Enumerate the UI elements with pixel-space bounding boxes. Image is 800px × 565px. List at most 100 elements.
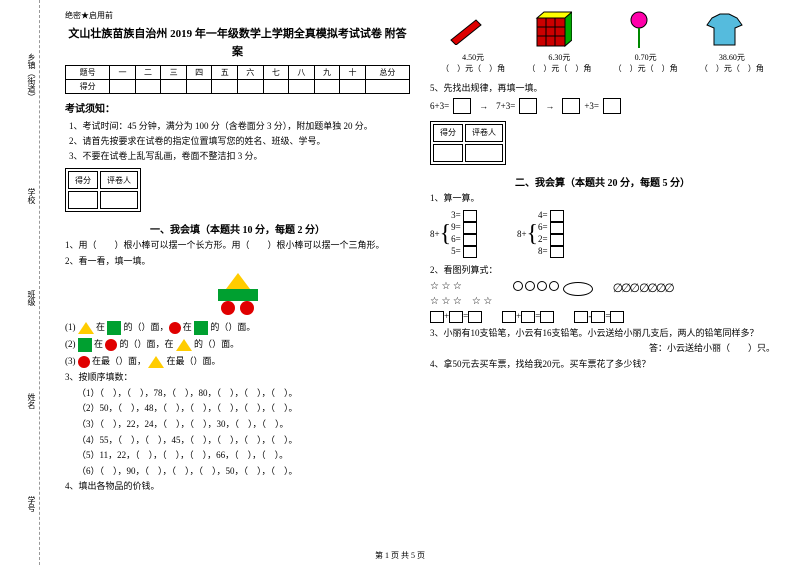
seq: （4）55，（ ），（ ），45，（ ），（ ），（ ），（ ）。 [65,434,410,447]
th: 七 [263,66,289,80]
sb-label: 得分 [68,171,98,189]
circle-group [512,281,592,307]
circle-icon [221,301,235,315]
score-table: 题号 一 二 三 四 五 六 七 八 九 十 总分 得分 [65,65,410,94]
txt: (3) [65,356,76,366]
cell [161,80,187,94]
cell [263,80,289,94]
question-line: (1) 在 的（）面， 在 的（）面。 [65,321,410,335]
question: 2、看图列算式： [430,264,775,277]
secret-label: 绝密★启用前 [65,10,410,21]
question: 5、先找出规律，再填一填。 [430,82,775,95]
seq: （2）50，（ ），48，（ ），（ ），（ ），（ ），（ ）。 [65,402,410,415]
cell [186,80,212,94]
th: 一 [110,66,136,80]
th: 五 [212,66,238,80]
th: 六 [237,66,263,80]
txt: ）面， [119,356,146,366]
page-footer: 第 1 页 共 5 页 [0,550,800,561]
seq: （6）（ ），90，（ ），（ ），（ ），50，（ ），（ ）。 [65,465,410,478]
answer-box [502,311,516,323]
circle-icon [240,301,254,315]
txt: 在 [96,322,105,332]
square-icon [78,338,92,352]
sb-cell [100,191,138,209]
arrow-icon: → [545,101,554,111]
answer-box [463,234,477,246]
txt: 在最（ [167,356,194,366]
answer-box [550,246,564,258]
section-score-box: 得分评卷人 [65,168,141,212]
txt: 的（ [124,322,142,332]
brace-icon: { [527,227,539,241]
arrow-icon: → [479,101,488,111]
sb-label: 得分 [433,124,463,142]
question: 4、填出各物品的价钱。 [65,480,410,493]
circ-icon [513,281,523,291]
th: 十 [340,66,366,80]
answer-box [591,311,605,323]
txt: ）面，在 [138,339,174,349]
side-label: 班级 [2,290,37,306]
th: 九 [314,66,340,80]
cell [110,80,136,94]
price: 4.50元 [441,52,505,63]
txt: 5= [451,246,461,256]
txt: 9= [451,222,461,232]
circ-icon [525,281,535,291]
shirt-icon [702,10,747,50]
side-label: 乡镇（街道） [2,53,37,101]
txt: 7+3= [496,101,515,111]
answer-box [519,98,537,114]
square-icon [194,321,208,335]
txt: ）面， [142,322,169,332]
pen-icon [446,15,486,45]
txt: 在最（ [92,356,119,366]
cube-icon [532,10,572,50]
slash-group: ∅∅∅ ∅∅∅∅ [613,281,673,307]
price-blank: （ ）元（ ）角 [614,63,678,74]
question-line: (2) 在 的（）面，在 的（）面。 [65,338,410,352]
txt: 6= [451,234,461,244]
sb-cell [465,144,503,162]
txt: 的（ [120,339,138,349]
txt: (1) [65,322,76,332]
answer-box [540,311,554,323]
sb-label: 评卷人 [100,171,138,189]
item-cube: 6.30元 （ ）元（ ）角 [527,10,591,74]
answer-box [430,311,444,323]
triangle-icon [226,273,250,289]
question: 1、用（ ）根小棒可以摆一个长方形。用（ ）根小棒可以摆一个三角形。 [65,239,410,252]
txt: 2= [538,234,548,244]
pattern-row: 6+3= → 7+3= → +3= [430,98,775,114]
seq: （1）（ ），（ ），78，（ ），80，（ ），（ ），（ ）。 [65,387,410,400]
txt: +3= [584,101,599,111]
exam-title-2: 案 [65,43,410,59]
cell [237,80,263,94]
question: 3、按顺序填数： [65,371,410,384]
answer-box [463,210,477,222]
sb-cell [68,191,98,209]
txt: ）面。 [228,322,255,332]
circle-icon [169,322,181,334]
circ-icon [549,281,559,291]
th: 三 [161,66,187,80]
price-blank: （ ）元（ ）角 [700,63,764,74]
th: 总分 [365,66,409,80]
picture-problems: ☆ ☆ ☆ ☆ ☆ ☆ ☆ ☆ ∅∅∅ ∅∅∅∅ [430,281,775,307]
candy-icon [624,10,654,50]
txt: 6+3= [430,101,449,111]
price: 0.70元 [614,52,678,63]
circle-icon [105,339,117,351]
txt: 4= [538,210,548,220]
triangle-icon [148,356,164,368]
answer-box [550,234,564,246]
th: 四 [186,66,212,80]
txt: ）面。 [194,356,221,366]
answer-line: 答：小云送给小丽（ ）只。 [430,342,775,355]
th: 题号 [66,66,110,80]
answer-box [449,311,463,323]
cell [212,80,238,94]
answer-box [574,311,588,323]
txt: ）面。 [212,339,239,349]
